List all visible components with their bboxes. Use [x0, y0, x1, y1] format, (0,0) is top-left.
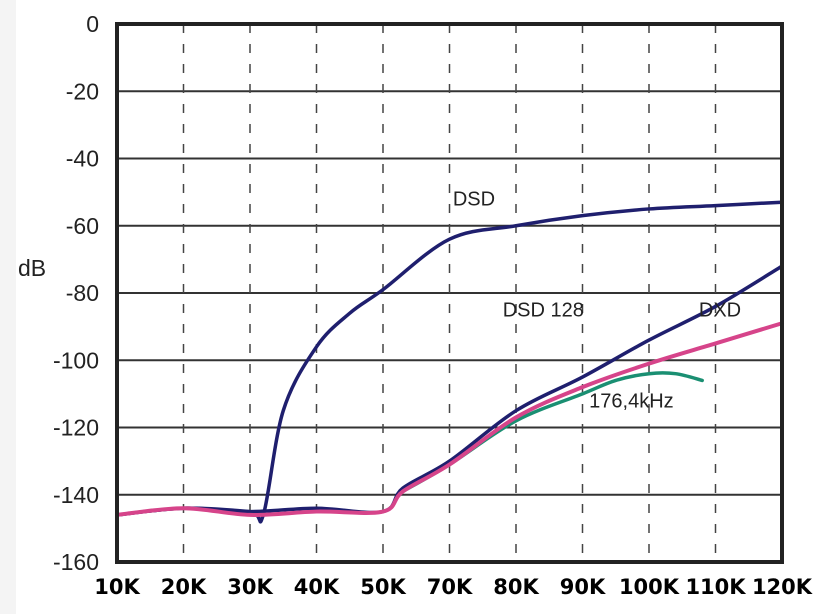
curve-label: DSD [453, 189, 495, 211]
x-tick-label: 100K [619, 575, 680, 599]
curve-label: DSD 128 [503, 300, 584, 322]
x-tick-label: 110K [685, 575, 746, 599]
y-axis-tick-labels: 0 -20 -40 -60 -80 -100 -120 -140 -160 [53, 11, 99, 575]
y-tick-label: -60 [66, 213, 99, 239]
x-tick-label: 40K [294, 575, 340, 599]
data-series [115, 200, 784, 524]
curve-label: DXD [699, 300, 741, 322]
y-tick-label: -140 [53, 482, 99, 508]
vertical-gridlines [182, 24, 717, 562]
y-tick-label: 0 [86, 11, 99, 37]
curve-label: 176,4kHz [589, 390, 674, 412]
x-tick-label: 90K [560, 575, 606, 599]
y-tick-label: -100 [53, 347, 99, 373]
x-tick-label: 10K [94, 575, 140, 599]
plot-frame [115, 22, 784, 564]
x-axis-tick-labels: 10K 20K 30K 40K 50K 70K 80K 90K 100K 110K 120K [94, 575, 813, 599]
x-tick-label: 120K [752, 575, 813, 599]
y-axis-label: dB [18, 255, 46, 281]
y-tick-label: -80 [66, 280, 99, 306]
y-tick-label: -120 [53, 415, 99, 441]
x-tick-label: 30K [227, 575, 273, 599]
x-tick-label: 70K [427, 575, 473, 599]
series-dxd [115, 321, 784, 517]
x-tick-label: 80K [493, 575, 539, 599]
curve-labels: DSD DSD 128 DXD 176,4kHz [453, 189, 741, 413]
y-tick-label: -40 [66, 146, 99, 172]
x-tick-label: 50K [360, 575, 406, 599]
x-tick-label: 20K [161, 575, 207, 599]
y-tick-label: -20 [66, 78, 99, 104]
y-tick-label: -160 [53, 549, 99, 575]
series-dsd-128 [115, 264, 784, 517]
